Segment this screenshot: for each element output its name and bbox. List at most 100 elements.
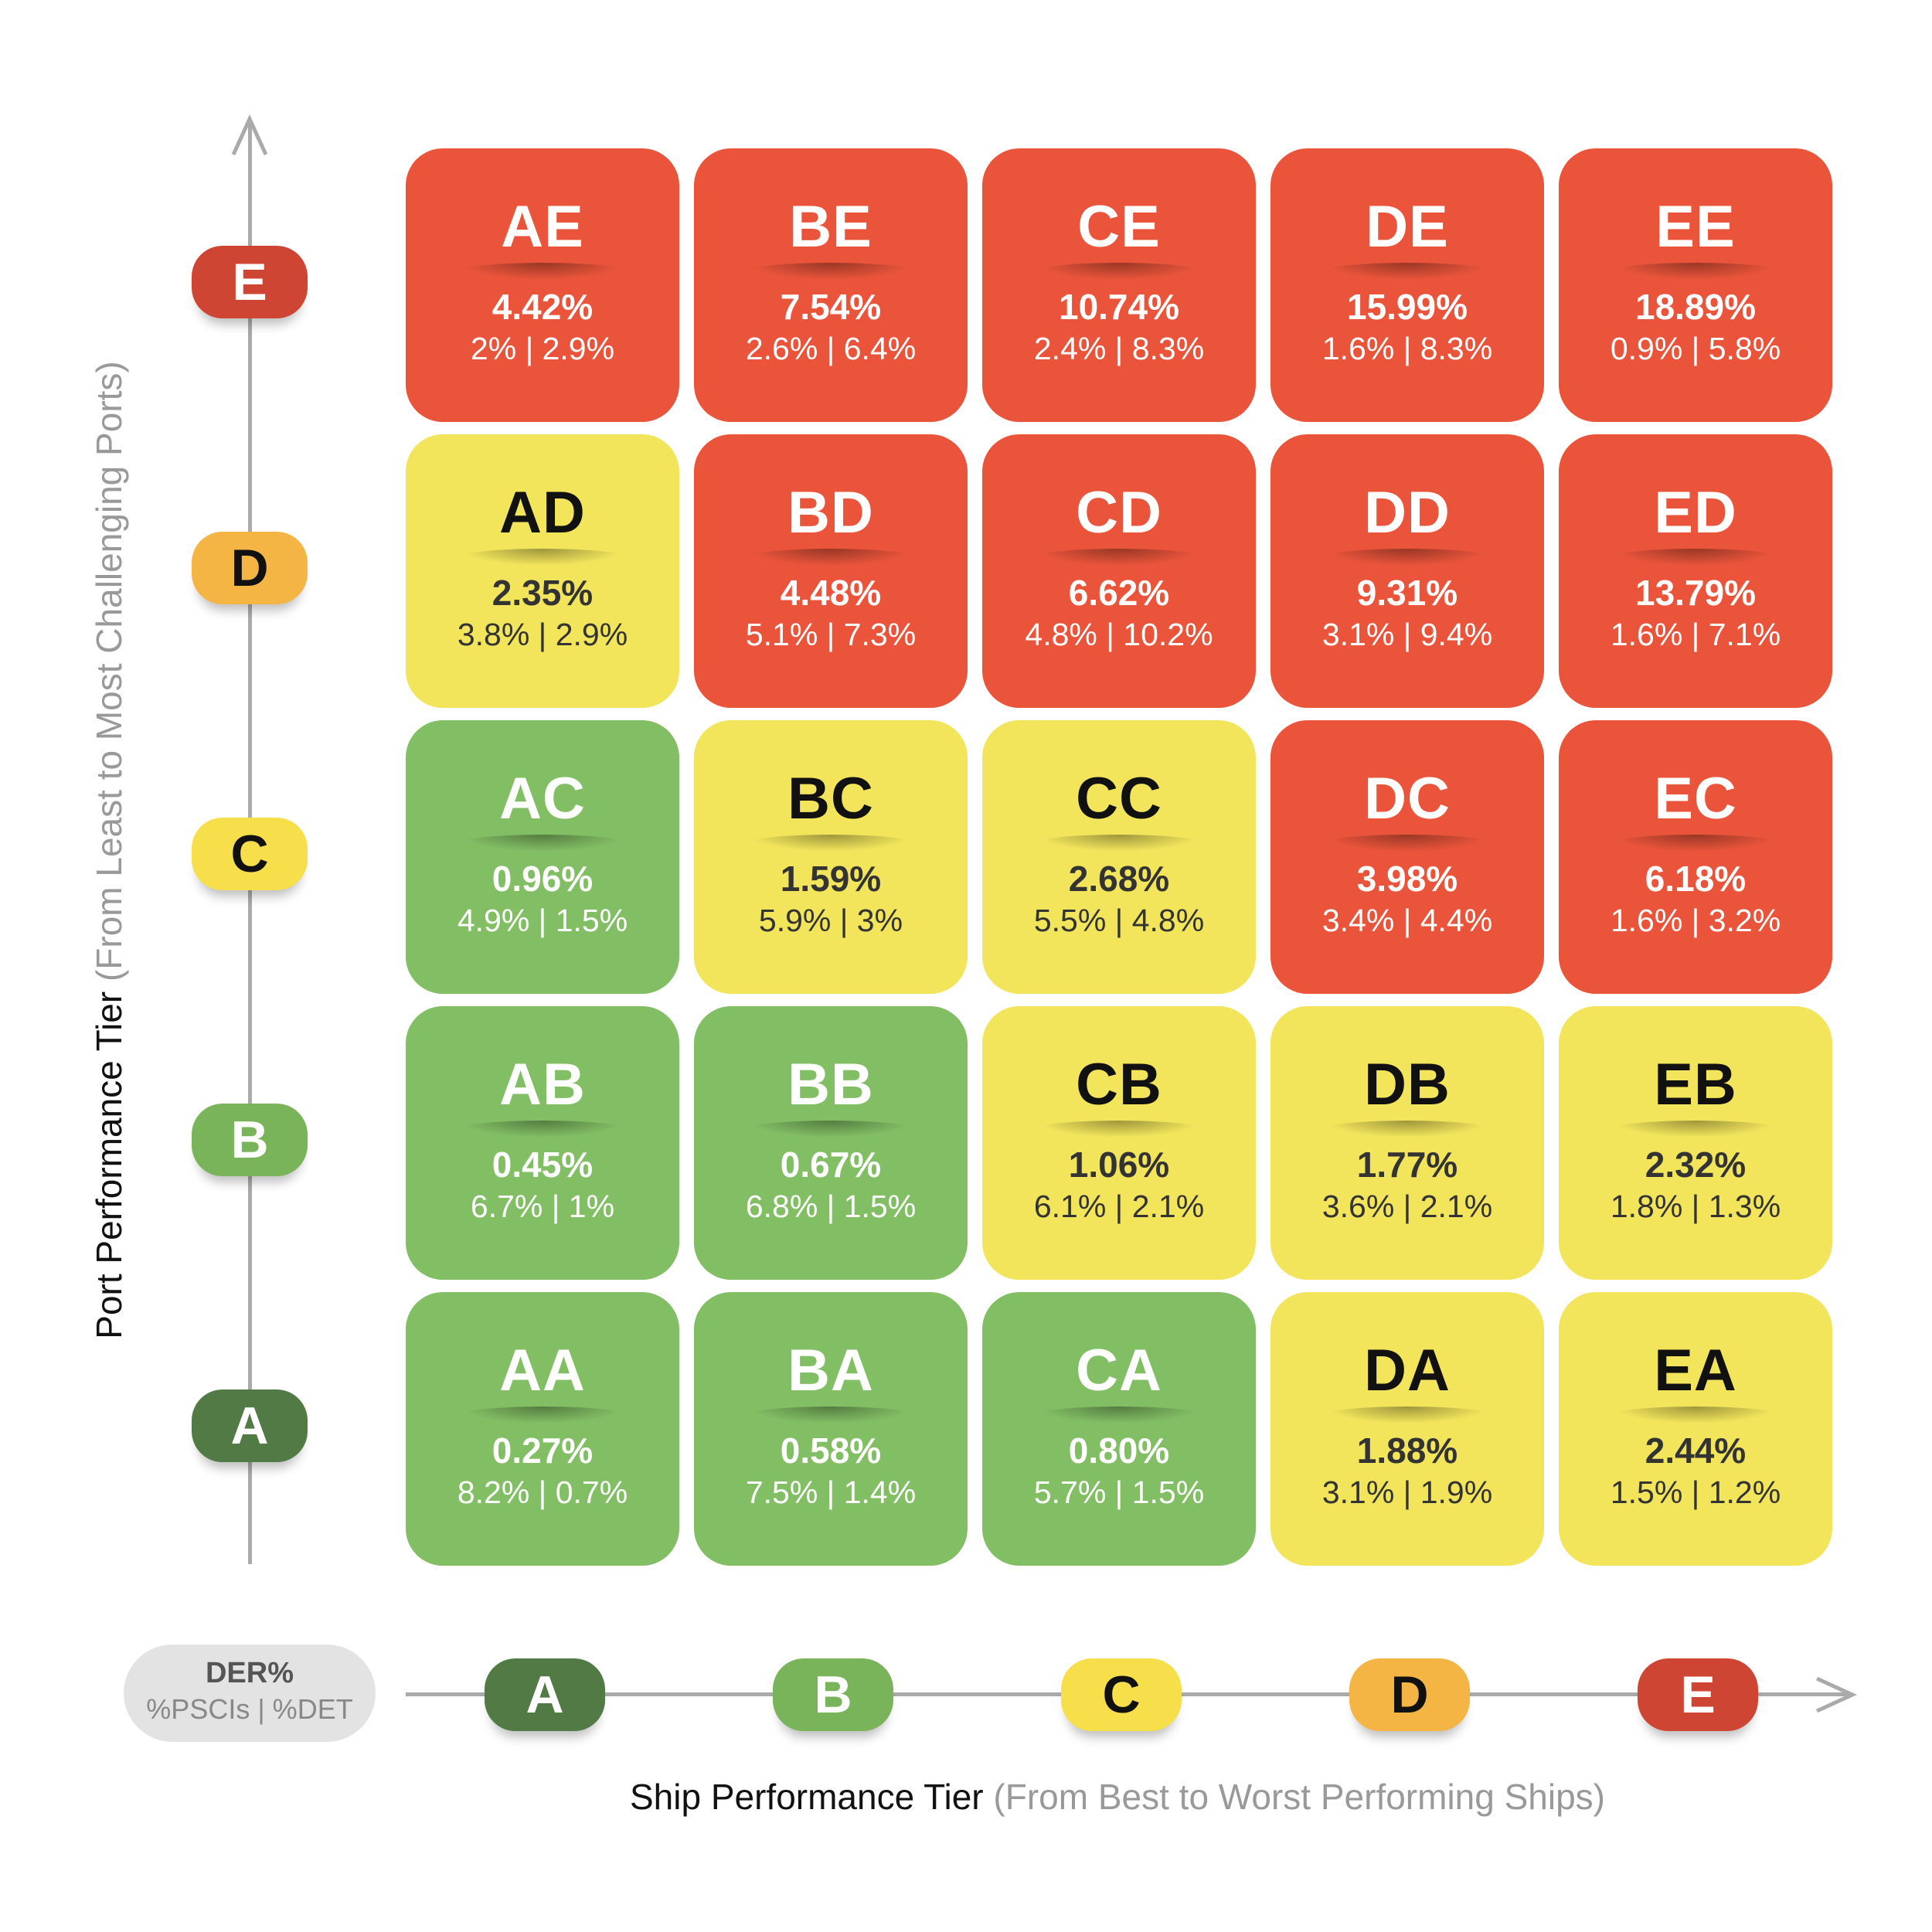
cell-code: DB (1364, 1052, 1451, 1117)
cell-aa: AA 0.27% 8.2% | 0.7% (406, 1292, 679, 1566)
cell-ee: EE 18.89% 0.9% | 5.8% (1559, 148, 1832, 422)
cell-bb: BB 0.67% 6.8% | 1.5% (694, 1006, 968, 1280)
cell-pscis-det: 6.7% | 1% (470, 1189, 615, 1224)
cell-eb: EB 2.32% 1.8% | 1.3% (1559, 1006, 1832, 1280)
cell-der: 15.99% (1346, 287, 1468, 327)
cell-ea: EA 2.44% 1.5% | 1.2% (1559, 1292, 1832, 1566)
cell-code: CC (1076, 766, 1162, 832)
cell-pscis-det: 1.8% | 1.3% (1610, 1189, 1781, 1224)
cell-divider-shadow (1036, 263, 1202, 280)
cell-cb: CB 1.06% 6.1% | 2.1% (982, 1006, 1256, 1280)
cell-code: AB (499, 1052, 586, 1117)
cell-divider-shadow (1613, 1406, 1778, 1423)
legend-pscis-det: %PSCIs | %DET (146, 1693, 353, 1725)
cell-der: 9.31% (1356, 573, 1458, 613)
cell-der: 7.54% (780, 287, 882, 327)
x-tier-badge-a: A (485, 1658, 605, 1731)
cell-pscis-det: 4.9% | 1.5% (457, 903, 628, 938)
legend-der: DER% (205, 1657, 294, 1689)
cell-dd: DD 9.31% 3.1% | 9.4% (1270, 434, 1544, 708)
cell-pscis-det: 5.5% | 4.8% (1033, 903, 1205, 938)
cell-code: DC (1364, 766, 1451, 832)
cell-der: 0.96% (492, 859, 594, 899)
x-tier-badge-e: E (1638, 1658, 1758, 1731)
cell-code: DE (1366, 194, 1449, 260)
cell-pscis-det: 1.6% | 3.2% (1610, 903, 1781, 938)
cell-bd: BD 4.48% 5.1% | 7.3% (694, 434, 968, 708)
cell-code: DD (1364, 480, 1451, 546)
cell-der: 6.62% (1068, 573, 1170, 613)
x-tier-badge-b: B (773, 1658, 893, 1731)
x-tier-badge-c: C (1061, 1658, 1182, 1731)
cell-pscis-det: 8.2% | 0.7% (457, 1475, 628, 1510)
y-axis-title-main: Port Performance Tier (89, 991, 129, 1339)
cell-der: 1.88% (1356, 1430, 1458, 1471)
cell-pscis-det: 0.9% | 5.8% (1610, 331, 1781, 366)
cell-code: EA (1654, 1338, 1737, 1403)
cell-der: 0.67% (780, 1145, 882, 1185)
cell-pscis-det: 3.1% | 9.4% (1321, 617, 1493, 652)
cell-code: BD (787, 480, 874, 546)
cell-ad: AD 2.35% 3.8% | 2.9% (406, 434, 679, 708)
cell-der: 6.18% (1645, 859, 1747, 899)
cell-divider-shadow (460, 549, 625, 566)
cell-der: 3.98% (1356, 859, 1458, 899)
cell-code: EE (1655, 194, 1736, 260)
cell-divider-shadow (1613, 263, 1778, 280)
cell-divider-shadow (1036, 835, 1202, 852)
cell-der: 0.45% (492, 1145, 594, 1185)
cell-code: EB (1654, 1052, 1737, 1117)
y-tier-badge-e: E (192, 246, 308, 318)
cell-da: DA 1.88% 3.1% | 1.9% (1270, 1292, 1544, 1566)
legend-pill: DER% %PSCIs | %DET (124, 1645, 376, 1742)
cell-ed: ED 13.79% 1.6% | 7.1% (1559, 434, 1832, 708)
cell-code: AA (499, 1338, 586, 1403)
y-tier-badge-d: D (192, 532, 308, 604)
cell-pscis-det: 3.4% | 4.4% (1321, 903, 1493, 938)
cell-pscis-det: 6.8% | 1.5% (745, 1189, 917, 1224)
y-axis-arrow-icon (231, 114, 268, 156)
cell-pscis-det: 2% | 2.9% (470, 331, 615, 366)
cell-code: CA (1076, 1338, 1162, 1403)
cell-divider-shadow (460, 835, 625, 852)
cell-divider-shadow (1325, 549, 1490, 566)
cell-der: 1.06% (1068, 1145, 1170, 1185)
cell-pscis-det: 1.5% | 1.2% (1610, 1475, 1781, 1510)
cell-divider-shadow (748, 549, 913, 566)
cell-dc: DC 3.98% 3.4% | 4.4% (1270, 720, 1544, 994)
cell-divider-shadow (748, 263, 913, 280)
cell-der: 4.48% (780, 573, 882, 613)
cell-code: EC (1654, 766, 1737, 832)
cell-der: 0.80% (1068, 1430, 1170, 1471)
cell-divider-shadow (460, 1121, 625, 1138)
cell-der: 4.42% (492, 287, 594, 327)
x-axis-title-main: Ship Performance Tier (629, 1777, 984, 1817)
cell-code: DA (1364, 1338, 1451, 1403)
cell-pscis-det: 3.6% | 2.1% (1321, 1189, 1493, 1224)
cell-pscis-det: 3.1% | 1.9% (1321, 1475, 1493, 1510)
x-axis-title-sub: (From Best to Worst Performing Ships) (993, 1777, 1605, 1817)
y-axis-title-sub: (From Least to Most Challenging Ports) (89, 361, 129, 982)
cell-be: BE 7.54% 2.6% | 6.4% (694, 148, 968, 422)
cell-code: BA (787, 1338, 874, 1403)
cell-pscis-det: 5.7% | 1.5% (1033, 1475, 1205, 1510)
cell-pscis-det: 4.8% | 10.2% (1025, 617, 1213, 652)
y-tier-badge-c: C (192, 818, 308, 890)
cell-code: CB (1076, 1052, 1162, 1117)
cell-cd: CD 6.62% 4.8% | 10.2% (982, 434, 1256, 708)
cell-code: ED (1654, 480, 1737, 546)
cell-code: BC (787, 766, 874, 832)
cell-der: 1.77% (1356, 1145, 1458, 1185)
cell-pscis-det: 2.4% | 8.3% (1033, 331, 1205, 366)
cell-divider-shadow (1036, 1406, 1202, 1423)
cell-der: 1.59% (780, 859, 882, 899)
cell-code: BB (787, 1052, 874, 1117)
cell-db: DB 1.77% 3.6% | 2.1% (1270, 1006, 1544, 1280)
cell-cc: CC 2.68% 5.5% | 4.8% (982, 720, 1256, 994)
cell-pscis-det: 5.1% | 7.3% (745, 617, 917, 652)
cell-divider-shadow (1036, 549, 1202, 566)
cell-divider-shadow (748, 1121, 913, 1138)
cell-divider-shadow (748, 835, 913, 852)
cell-code: AD (499, 480, 586, 546)
y-tier-badge-b: B (192, 1104, 308, 1176)
